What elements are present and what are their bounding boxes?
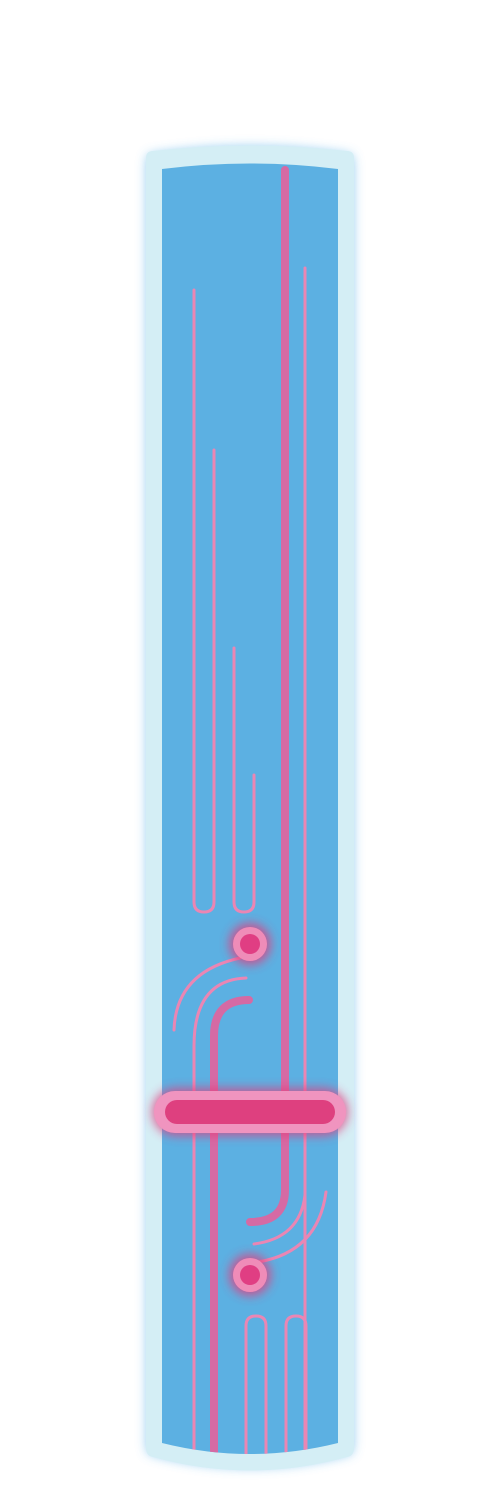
arc-top	[172, 956, 242, 1032]
main-vertical-line-right	[246, 166, 289, 1226]
main-vertical-line-left	[210, 996, 253, 1454]
circuit-lines	[172, 166, 328, 1454]
u-loop-center	[232, 646, 256, 914]
arc-bottom	[256, 1190, 328, 1264]
inverted-u-loop-left	[244, 1314, 268, 1454]
thin-line-left	[192, 976, 248, 1454]
inverted-u-loop-right	[284, 1314, 308, 1454]
node-top-core	[240, 934, 260, 954]
arc-bottom-inner	[252, 1193, 307, 1246]
horizontal-bar-fill	[165, 1100, 335, 1124]
node-bottom-core	[240, 1265, 260, 1285]
u-loop-left	[192, 288, 216, 914]
